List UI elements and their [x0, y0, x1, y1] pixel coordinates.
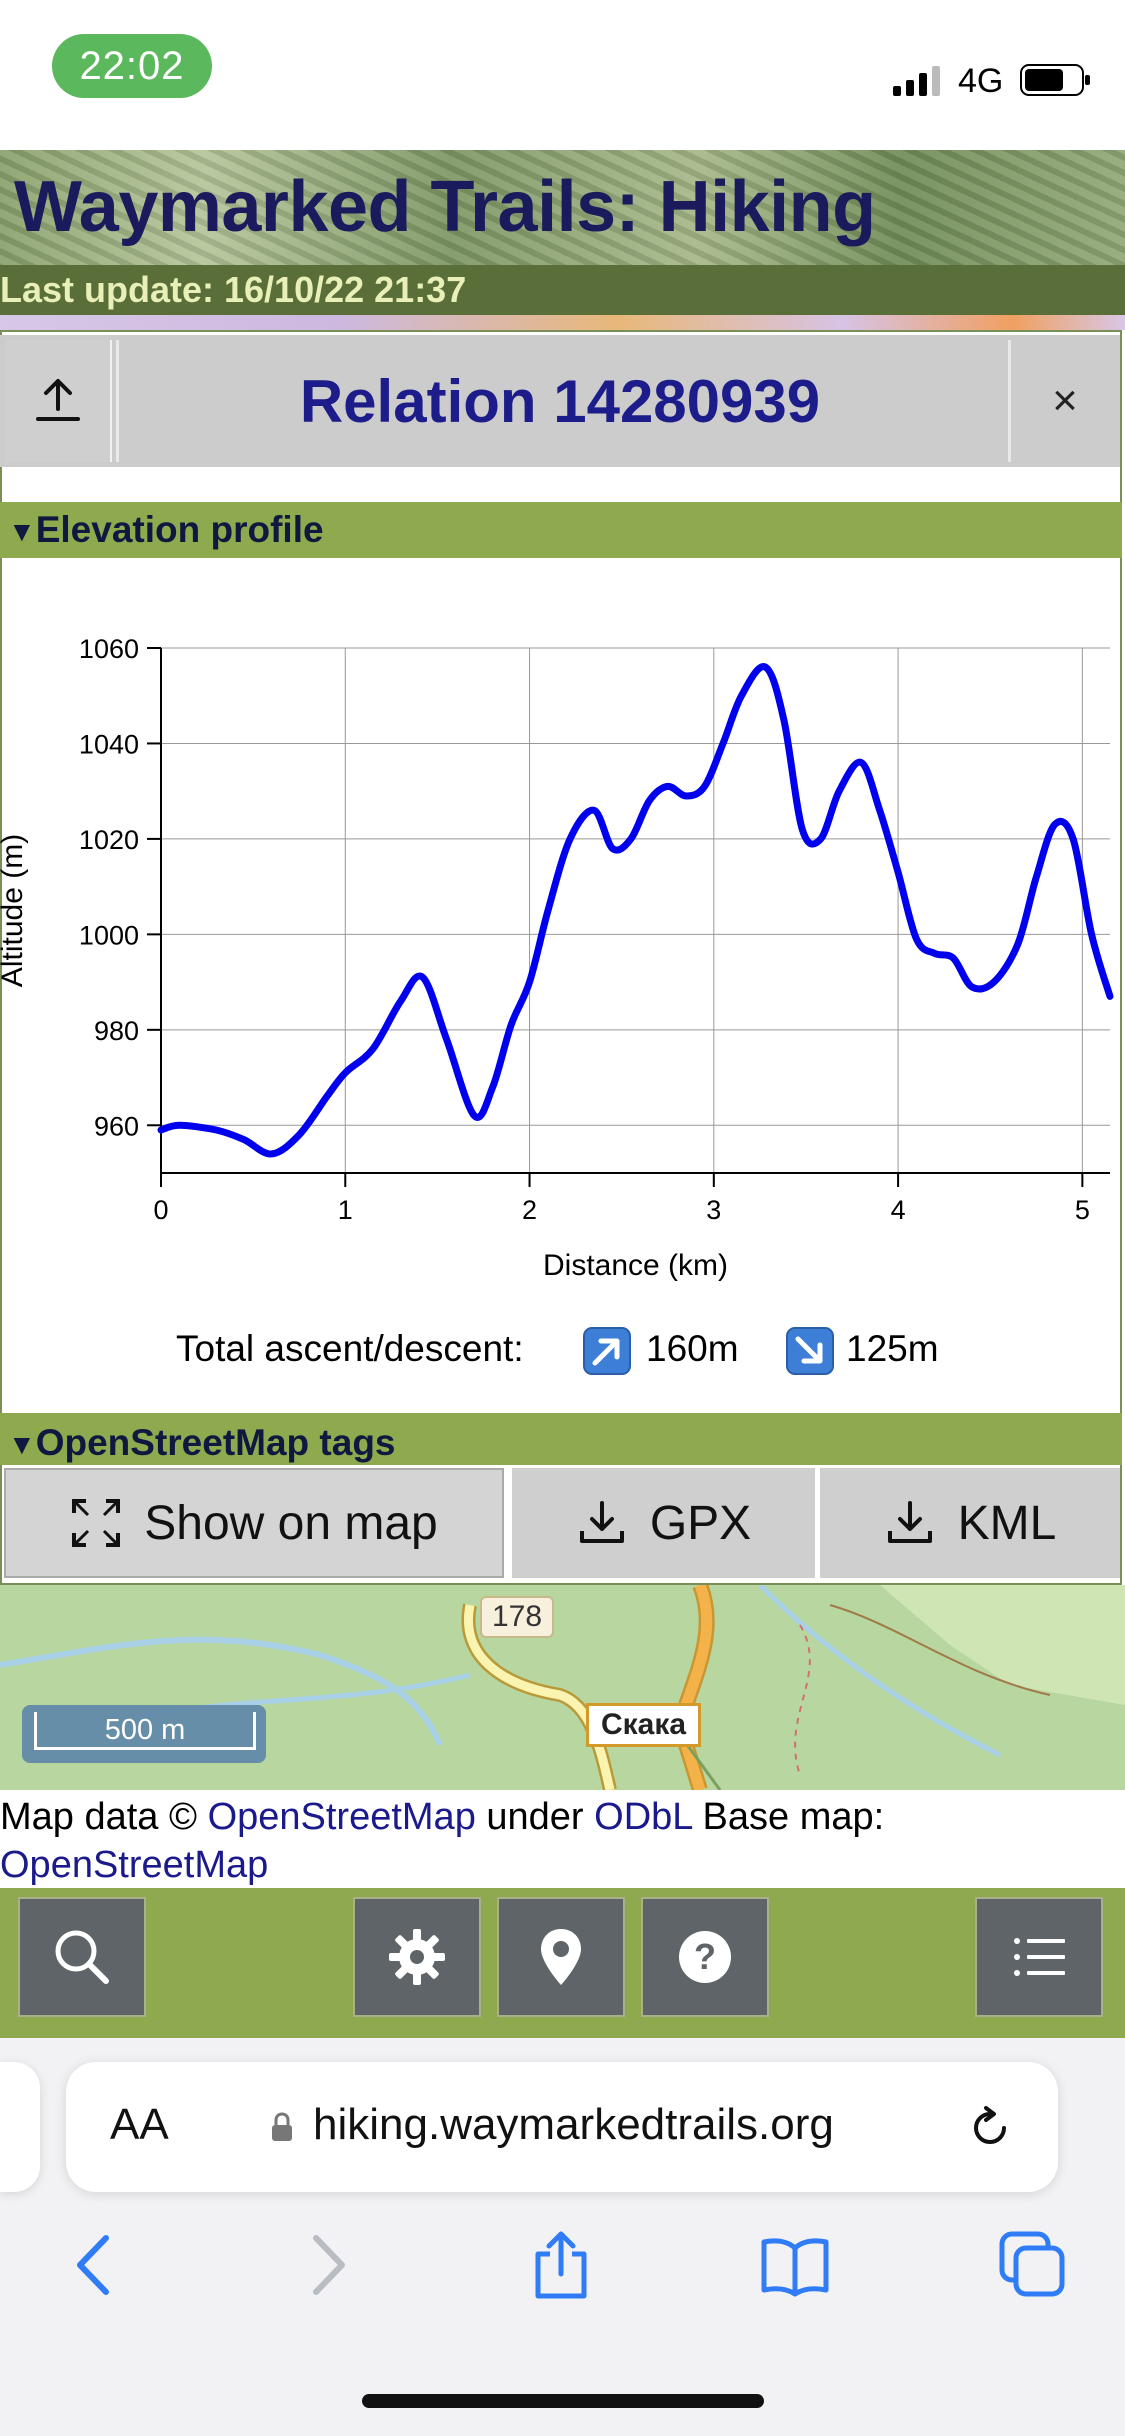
download-icon [887, 1501, 932, 1543]
elevation-section-title[interactable]: ▼Elevation profile [8, 509, 324, 550]
y-tick-label: 960 [94, 1111, 139, 1141]
header-background-image [0, 150, 1125, 270]
download-icon [579, 1501, 624, 1543]
attribution-text: under [475, 1796, 595, 1838]
osm-tags-section-header[interactable] [0, 1413, 1122, 1465]
elevation-line [157, 663, 1114, 1158]
openstreetmap-link[interactable]: OpenStreetMap [207, 1796, 476, 1838]
divider [116, 340, 119, 462]
question-icon: ? [679, 1931, 731, 1983]
network-type: 4G [958, 62, 1004, 100]
relation-title: Relation 14280939 [299, 367, 821, 435]
kml-label: KML [957, 1496, 1057, 1550]
site-title[interactable]: Waymarked Trails: Hiking [14, 167, 876, 247]
download-gpx-button[interactable]: GPX [510, 1468, 815, 1578]
download-kml-button[interactable]: KML [818, 1468, 1120, 1578]
bookmarks-icon[interactable] [760, 2230, 830, 2300]
show-on-map-button[interactable]: Show on map [4, 1468, 504, 1578]
descent-value: 125m [846, 1328, 939, 1369]
ascent-value: 160m [646, 1328, 739, 1369]
settings-button[interactable] [353, 1897, 481, 2017]
gpx-label: GPX [649, 1496, 752, 1550]
status-time: 22:02 [52, 34, 212, 98]
location-button[interactable] [497, 1897, 625, 2017]
home-indicator [362, 2394, 764, 2408]
town-label: Скака [586, 1703, 702, 1747]
y-tick-label: 1000 [79, 920, 139, 950]
address-bar[interactable] [66, 2062, 1058, 2192]
x-tick-label: 3 [706, 1195, 721, 1225]
attribution-text: Base map: [692, 1796, 885, 1838]
y-tick-label: 1060 [79, 634, 139, 664]
url-text[interactable]: hiking.waymarkedtrails.org [313, 2100, 834, 2149]
lock-icon [272, 2112, 292, 2141]
search-icon [55, 1930, 109, 1984]
map-attribution: Map data © OpenStreetMap under ODbL Base… [0, 1793, 1125, 1889]
odbl-link[interactable]: ODbL [594, 1796, 692, 1838]
signal-strength-icon [893, 66, 940, 96]
close-button[interactable]: × [1052, 376, 1078, 425]
reader-options-button[interactable]: AA [110, 2100, 169, 2149]
upload-icon [36, 379, 80, 421]
x-tick-label: 5 [1075, 1195, 1090, 1225]
list-icon [1014, 1938, 1065, 1976]
x-tick-label: 4 [891, 1195, 906, 1225]
battery-icon [1020, 64, 1090, 96]
forward-icon[interactable] [292, 2230, 362, 2300]
help-button[interactable]: ? [641, 1897, 769, 2017]
route-list-button[interactable] [975, 1897, 1103, 2017]
road-number-label: 178 [480, 1596, 555, 1638]
gear-icon [389, 1929, 445, 1985]
panel-header [0, 335, 1120, 467]
y-tick-label: 1020 [79, 825, 139, 855]
elevation-chart: 960 980 1000 1020 1040 1060 0 1 2 3 4 5 Distance (km… [0, 634, 1114, 1282]
x-tick-label: 0 [153, 1195, 168, 1225]
show-on-map-label: Show on map [144, 1496, 438, 1550]
ascent-arrow-icon [583, 1327, 631, 1375]
y-axis-label: Altitude (m) [0, 834, 29, 987]
attribution-text: Map data © [0, 1796, 208, 1838]
elevation-section-header[interactable] [0, 502, 1122, 558]
y-tick-label: 1040 [79, 729, 139, 759]
divider [1008, 340, 1011, 462]
scale-bar [22, 1705, 266, 1763]
share-icon[interactable] [526, 2230, 596, 2300]
map-strip [0, 315, 1125, 330]
previous-tab-peek[interactable] [0, 2062, 40, 2192]
map-pin-icon [541, 1929, 581, 1985]
x-axis-label: Distance (km) [543, 1249, 728, 1282]
last-update-text: Last update: 16/10/22 21:37 [0, 269, 467, 310]
update-bar [0, 265, 1125, 315]
reload-icon[interactable] [966, 2104, 1014, 2152]
x-tick-label: 2 [522, 1195, 537, 1225]
search-button[interactable] [18, 1897, 146, 2017]
descent-arrow-icon [786, 1327, 834, 1375]
y-tick-label: 980 [94, 1016, 139, 1046]
x-tick-label: 1 [338, 1195, 353, 1225]
ascent-descent-label: Total ascent/descent: [176, 1328, 524, 1369]
triangle-down-icon: ▼ [8, 516, 36, 548]
expand-icon [72, 1499, 121, 1547]
share-button[interactable] [6, 340, 112, 462]
svg-text:?: ? [694, 1936, 716, 1977]
back-icon[interactable] [60, 2230, 130, 2300]
site-header: Waymarked Trails: Hiking Last update: 16… [0, 150, 1125, 330]
tabs-icon[interactable] [998, 2230, 1068, 2300]
triangle-down-icon: ▼ [8, 1429, 36, 1461]
osm-tags-section-title[interactable]: ▼OpenStreetMap tags [8, 1422, 396, 1463]
scale-label: 500 m [34, 1712, 256, 1750]
base-map-link[interactable]: OpenStreetMap [0, 1844, 269, 1886]
